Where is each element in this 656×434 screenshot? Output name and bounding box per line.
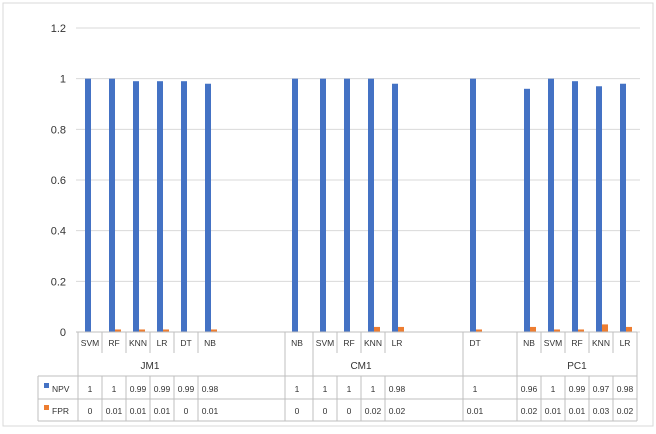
x-tick-label: DT <box>180 338 191 348</box>
legend-label-npv: NPV <box>52 384 70 394</box>
x-tick-label: RF <box>343 338 354 348</box>
bar-npv <box>181 81 187 332</box>
bar-fpr <box>602 324 608 332</box>
data-label-npv: 1 <box>295 384 300 394</box>
data-label-npv: 0.99 <box>130 384 147 394</box>
bar-fpr <box>530 326 536 332</box>
data-label-fpr: 0.01 <box>154 406 171 416</box>
x-tick-label: LR <box>620 338 631 348</box>
bar-npv <box>320 78 326 333</box>
bar-npv <box>524 88 530 332</box>
group-label: JM1 <box>141 361 160 372</box>
group-label: CM1 <box>350 361 372 372</box>
group-label: PC1 <box>567 361 587 372</box>
bar-fpr <box>163 329 169 332</box>
y-tick-label: 0.4 <box>51 226 66 238</box>
data-label-fpr: 0.01 <box>467 406 484 416</box>
bar-npv <box>596 86 602 333</box>
data-label-fpr: 0 <box>347 406 352 416</box>
data-label-fpr: 0 <box>323 406 328 416</box>
data-label-npv: 1 <box>347 384 352 394</box>
x-tick-label: NB <box>523 338 535 348</box>
x-tick-label: KNN <box>592 338 610 348</box>
data-label-fpr: 0 <box>184 406 189 416</box>
data-label-npv: 1 <box>371 384 376 394</box>
x-tick-label: LR <box>392 338 403 348</box>
data-label-npv: 0.99 <box>178 384 195 394</box>
data-label-npv: 0.97 <box>593 384 610 394</box>
y-tick-label: 0 <box>60 327 66 339</box>
y-tick-label: 0.8 <box>51 124 66 136</box>
bar-fpr <box>398 326 404 332</box>
bar-fpr <box>476 329 482 332</box>
data-label-fpr: 0.01 <box>569 406 586 416</box>
y-tick-label: 1.2 <box>51 23 66 35</box>
y-tick-label: 1 <box>60 74 66 86</box>
data-label-fpr: 0.02 <box>521 406 538 416</box>
data-label-fpr: 0.01 <box>106 406 123 416</box>
x-tick-label: KNN <box>364 338 382 348</box>
data-label-fpr: 0 <box>88 406 93 416</box>
bar-npv <box>392 83 398 332</box>
bar-fpr <box>115 329 121 332</box>
data-label-fpr: 0.02 <box>617 406 634 416</box>
bar-npv <box>205 83 211 332</box>
bar-npv <box>85 78 91 333</box>
data-label-fpr: 0.01 <box>202 406 219 416</box>
data-label-npv: 0.98 <box>202 384 219 394</box>
data-label-fpr: 0.03 <box>593 406 610 416</box>
x-tick-label: SVM <box>81 338 99 348</box>
bar-npv <box>109 78 115 333</box>
y-tick-label: 0.6 <box>51 175 66 187</box>
x-tick-label: RF <box>108 338 119 348</box>
bar-fpr <box>626 326 632 332</box>
legend-swatch-npv <box>44 383 49 388</box>
bar-npv <box>344 78 350 333</box>
bar-npv <box>620 83 626 332</box>
legend-swatch-fpr <box>44 405 49 410</box>
bar-npv <box>548 78 554 333</box>
data-label-npv: 0.99 <box>569 384 586 394</box>
x-tick-label: DT <box>469 338 480 348</box>
legend-label-fpr: FPR <box>52 406 69 416</box>
data-label-npv: 1 <box>551 384 556 394</box>
bar-fpr <box>139 329 145 332</box>
bar-fpr <box>211 329 217 332</box>
data-label-npv: 1 <box>323 384 328 394</box>
bar-npv <box>133 81 139 332</box>
x-tick-label: NB <box>291 338 303 348</box>
data-label-npv: 0.98 <box>617 384 634 394</box>
data-label-npv: 1 <box>88 384 93 394</box>
data-label-fpr: 0 <box>295 406 300 416</box>
bar-npv <box>368 78 374 333</box>
bar-fpr <box>554 329 560 332</box>
data-label-fpr: 0.02 <box>389 406 406 416</box>
bar-fpr <box>374 326 380 332</box>
bar-fpr <box>578 329 584 332</box>
y-tick-label: 0.2 <box>51 276 66 288</box>
data-label-npv: 0.99 <box>154 384 171 394</box>
data-label-npv: 1 <box>112 384 117 394</box>
chart-frame <box>2 2 654 427</box>
data-label-fpr: 0.02 <box>365 406 382 416</box>
data-label-npv: 0.98 <box>389 384 406 394</box>
data-label-npv: 1 <box>473 384 478 394</box>
x-tick-label: RF <box>571 338 582 348</box>
x-tick-label: LR <box>157 338 168 348</box>
x-tick-label: SVM <box>544 338 562 348</box>
bar-npv <box>157 81 163 332</box>
x-tick-label: KNN <box>129 338 147 348</box>
data-label-fpr: 0.01 <box>545 406 562 416</box>
x-tick-label: NB <box>204 338 216 348</box>
bar-npv <box>572 81 578 332</box>
data-label-npv: 0.96 <box>521 384 538 394</box>
data-label-fpr: 0.01 <box>130 406 147 416</box>
x-tick-label: SVM <box>316 338 334 348</box>
bar-npv <box>292 78 298 333</box>
bar-npv <box>470 78 476 333</box>
